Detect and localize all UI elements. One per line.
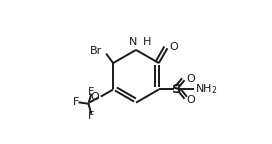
- Text: S: S: [172, 83, 181, 96]
- Text: NH$_2$: NH$_2$: [194, 83, 217, 96]
- Text: O: O: [187, 95, 195, 105]
- Text: F: F: [88, 111, 94, 121]
- Text: Br: Br: [90, 46, 103, 56]
- Text: O: O: [169, 42, 178, 52]
- Text: F: F: [88, 87, 94, 97]
- Text: F: F: [73, 97, 79, 107]
- Text: H: H: [143, 37, 151, 47]
- Text: O: O: [187, 74, 195, 84]
- Text: O: O: [91, 92, 99, 102]
- Text: N: N: [129, 37, 137, 47]
